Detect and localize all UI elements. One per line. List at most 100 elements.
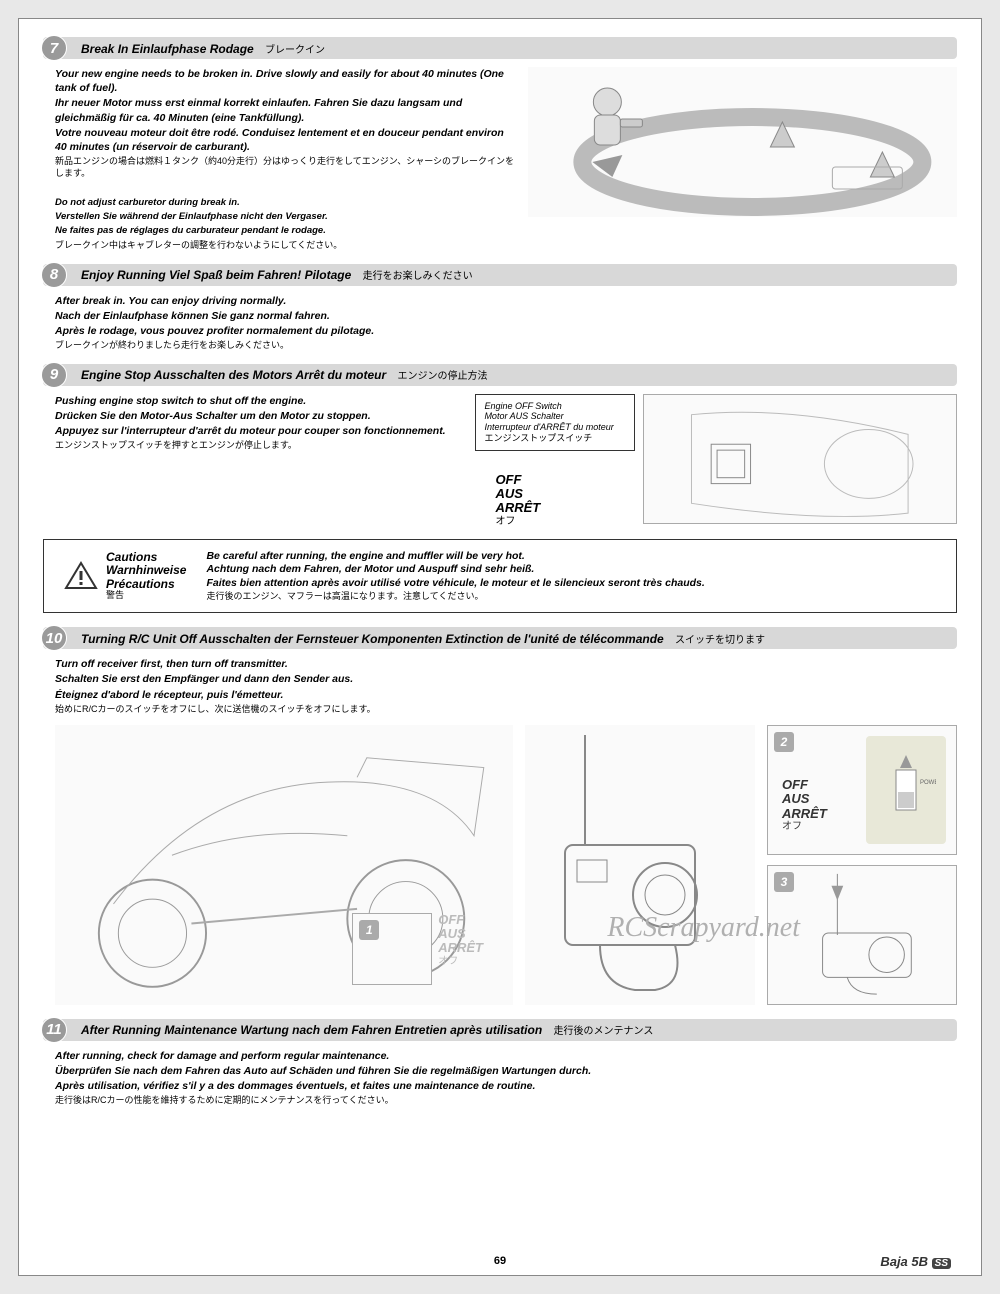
section-title: Enjoy Running Viel Spaß beim Fahren! Pil… xyxy=(81,267,473,282)
warning-icon xyxy=(64,561,98,591)
off-fr: ARRÊT xyxy=(438,941,483,955)
section-9-illustration: Engine OFF Switch Motor AUS Schalter Int… xyxy=(475,394,957,527)
antenna-icon xyxy=(768,866,956,1004)
body-en: Turn off receiver first, then turn off t… xyxy=(55,657,957,671)
svg-text:POWER: POWER xyxy=(920,780,936,786)
off-jp: オフ xyxy=(782,821,827,832)
off-fr: ARRÊT xyxy=(495,501,635,515)
body-de: Drücken Sie den Motor-Aus Schalter um de… xyxy=(55,409,463,423)
body-en: After running, check for damage and perf… xyxy=(55,1049,957,1063)
step-number-badge: 7 xyxy=(41,35,67,61)
body-en: Your new engine needs to be broken in. D… xyxy=(55,67,518,95)
section-header: 11 After Running Maintenance Wartung nac… xyxy=(43,1019,957,1041)
step-number-badge: 11 xyxy=(41,1017,67,1043)
off-de: AUS xyxy=(438,927,483,941)
section-10-body: Turn off receiver first, then turn off t… xyxy=(43,657,957,1005)
section-7-note: Do not adjust carburetor during break in… xyxy=(55,197,518,251)
section-11-body: After running, check for damage and perf… xyxy=(43,1049,957,1107)
caution-jp: 警告 xyxy=(106,591,186,601)
engine-stop-diagram xyxy=(643,394,957,524)
page-number: 69 xyxy=(19,1255,981,1267)
body-jp: エンジンストップスイッチを押すとエンジンが停止します。 xyxy=(55,439,463,451)
section-7: 7 Break In Einlaufphase Rodage ブレークイン Yo… xyxy=(43,37,957,252)
section-7-illustration xyxy=(528,67,957,252)
off-en: OFF xyxy=(782,778,827,792)
title-text: Turning R/C Unit Off Ausschalten der Fer… xyxy=(81,632,664,646)
section-10-text: Turn off receiver first, then turn off t… xyxy=(55,657,957,715)
step-number-badge: 8 xyxy=(41,262,67,288)
note-fr: Ne faites pas de réglages du carburateur… xyxy=(55,225,518,238)
body-fr: Éteignez d'abord le récepteur, puis l'ém… xyxy=(55,688,957,702)
section-8: 8 Enjoy Running Viel Spaß beim Fahren! P… xyxy=(43,264,957,352)
transmitter-illustration xyxy=(525,725,755,1005)
off-en: OFF xyxy=(438,913,483,927)
callout-en: Engine OFF Switch xyxy=(484,401,626,412)
section-9-text: Pushing engine stop switch to shut off t… xyxy=(43,394,463,527)
manual-page: 7 Break In Einlaufphase Rodage ブレークイン Yo… xyxy=(18,18,982,1276)
off-jp: オフ xyxy=(438,956,483,967)
body-jp: 始めにR/Cカーのスイッチをオフにし、次に送信機のスイッチをオフにします。 xyxy=(55,703,957,715)
cbody-fr: Faites bien attention après avoir utilis… xyxy=(206,577,704,591)
transmitter-switch-illustration: 2 OFF AUS ARRÊT オフ POWE xyxy=(767,725,957,855)
sub-step-1: 1 xyxy=(359,920,379,940)
body-en: After break in. You can enjoy driving no… xyxy=(55,294,957,308)
section-header: 10 Turning R/C Unit Off Ausschalten der … xyxy=(43,627,957,649)
title-text: Break In Einlaufphase Rodage xyxy=(81,42,254,56)
off-de: AUS xyxy=(782,792,827,806)
section-9-body: Pushing engine stop switch to shut off t… xyxy=(43,394,957,527)
caution-box: Cautions Warnhinweise Précautions 警告 Be … xyxy=(43,539,957,614)
section-title: Break In Einlaufphase Rodage ブレークイン xyxy=(81,41,325,56)
body-jp: 新品エンジンの場合は燃料１タンク（約40分走行）分はゆっくり走行をしてエンジン、… xyxy=(55,155,518,179)
title-text: Engine Stop Ausschalten des Motors Arrêt… xyxy=(81,368,386,382)
footer-logo: Baja 5B SS xyxy=(880,1254,951,1269)
body-fr: Après utilisation, vérifiez s'il y a des… xyxy=(55,1079,957,1093)
section-title: Turning R/C Unit Off Ausschalten der Fer… xyxy=(81,631,765,646)
off-en: OFF xyxy=(495,473,635,487)
title-jp: 走行をお楽しみください xyxy=(363,271,473,282)
section-header: 8 Enjoy Running Viel Spaß beim Fahren! P… xyxy=(43,264,957,286)
receiver-switch-illustration: 1 xyxy=(352,913,432,985)
off-label-1: OFF AUS ARRÊT オフ xyxy=(438,913,483,967)
section-11: 11 After Running Maintenance Wartung nac… xyxy=(43,1019,957,1107)
section-title: After Running Maintenance Wartung nach d… xyxy=(81,1022,653,1037)
driving-oval-icon xyxy=(528,67,957,217)
engine-off-callout: Engine OFF Switch Motor AUS Schalter Int… xyxy=(475,394,635,451)
callout-de: Motor AUS Schalter xyxy=(484,411,626,422)
callout-fr: Interrupteur d'ARRÊT du moteur xyxy=(484,422,626,433)
power-switch-icon: POWER xyxy=(876,750,936,830)
section-title: Engine Stop Ausschalten des Motors Arrêt… xyxy=(81,367,488,382)
logo-suffix: SS xyxy=(932,1258,951,1269)
caution-fr: Précautions xyxy=(106,578,186,591)
body-de: Nach der Einlaufphase können Sie ganz no… xyxy=(55,309,957,323)
off-jp: オフ xyxy=(495,516,635,527)
step-number-badge: 10 xyxy=(41,625,67,651)
cbody-en: Be careful after running, the engine and… xyxy=(206,550,704,564)
logo-text: Baja 5B xyxy=(880,1254,928,1269)
body-jp: ブレークインが終わりましたら走行をお楽しみください。 xyxy=(55,339,957,351)
body-jp: 走行後はR/Cカーの性能を維持するために定期的にメンテナンスを行ってください。 xyxy=(55,1094,957,1106)
body-de: Überprüfen Sie nach dem Fahren das Auto … xyxy=(55,1064,957,1078)
off-de: AUS xyxy=(495,487,635,501)
caution-de: Warnhinweise xyxy=(106,564,186,577)
cbody-jp: 走行後のエンジン、マフラーは高温になります。注意してください。 xyxy=(206,591,704,603)
switch-panel: POWER xyxy=(866,736,946,844)
cbody-de: Achtung nach dem Fahren, der Motor und A… xyxy=(206,563,704,577)
section-header: 9 Engine Stop Ausschalten des Motors Arr… xyxy=(43,364,957,386)
title-text: After Running Maintenance Wartung nach d… xyxy=(81,1023,542,1037)
section-7-body: Your new engine needs to be broken in. D… xyxy=(43,67,957,252)
title-jp: 走行後のメンテナンス xyxy=(554,1026,654,1037)
title-jp: スイッチを切ります xyxy=(675,635,765,646)
title-jp: エンジンの停止方法 xyxy=(398,371,488,382)
body-fr: Après le rodage, vous pouvez profiter no… xyxy=(55,324,957,338)
title-jp: ブレークイン xyxy=(265,45,325,56)
callout-jp: エンジンストップスイッチ xyxy=(484,433,626,444)
caution-title: Cautions Warnhinweise Précautions 警告 xyxy=(106,551,186,600)
sub-step-3: 3 xyxy=(774,872,794,892)
sub-step-1-block: 1 OFF AUS ARRÊT オフ xyxy=(352,913,483,985)
title-text: Enjoy Running Viel Spaß beim Fahren! Pil… xyxy=(81,268,351,282)
section-10-right-col: 2 OFF AUS ARRÊT オフ POWE xyxy=(767,725,957,1005)
buggy-illustration: 1 OFF AUS ARRÊT オフ xyxy=(55,725,513,1005)
section-10: 10 Turning R/C Unit Off Ausschalten der … xyxy=(43,627,957,1005)
section-7-text: Your new engine needs to be broken in. D… xyxy=(43,67,518,252)
section-header: 7 Break In Einlaufphase Rodage ブレークイン xyxy=(43,37,957,59)
